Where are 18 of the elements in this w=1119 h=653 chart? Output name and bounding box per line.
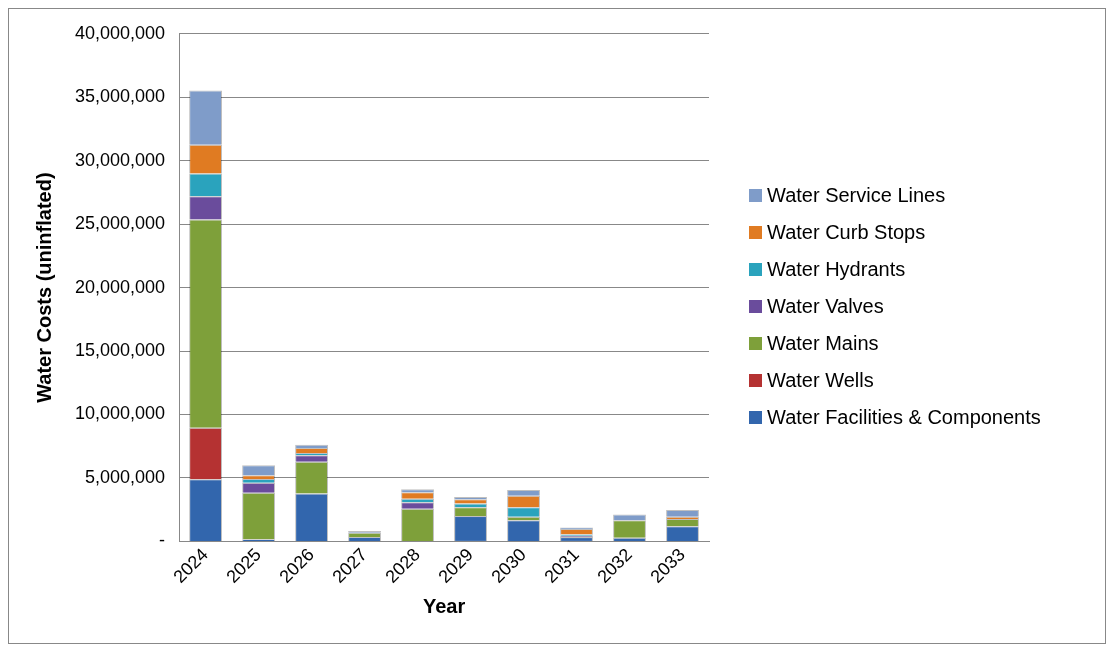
y-tick-label: 25,000,000: [74, 213, 166, 234]
y-axis-title: Water Costs (uninflated): [32, 172, 55, 403]
y-tick-label: 40,000,000: [74, 22, 166, 43]
legend-label: Water Facilities & Components: [767, 405, 1041, 429]
y-tick-label: 20,000,000: [74, 276, 166, 297]
legend-label: Water Hydrants: [767, 257, 906, 281]
legend-label: Water Wells: [767, 368, 874, 392]
legend-label: Water Valves: [767, 294, 884, 318]
x-axis-title: Year: [422, 594, 466, 617]
y-tick-label: 15,000,000: [74, 340, 166, 361]
legend-label: Water Mains: [767, 331, 879, 355]
y-tick-label: 5,000,000: [85, 466, 166, 487]
y-tick-label: -: [159, 530, 166, 551]
legend-label: Water Service Lines: [767, 183, 946, 207]
y-tick-label: 10,000,000: [74, 403, 166, 424]
y-tick-label: 35,000,000: [74, 86, 166, 107]
y-tick-label: 30,000,000: [74, 149, 166, 170]
legend-label: Water Curb Stops: [767, 220, 926, 244]
